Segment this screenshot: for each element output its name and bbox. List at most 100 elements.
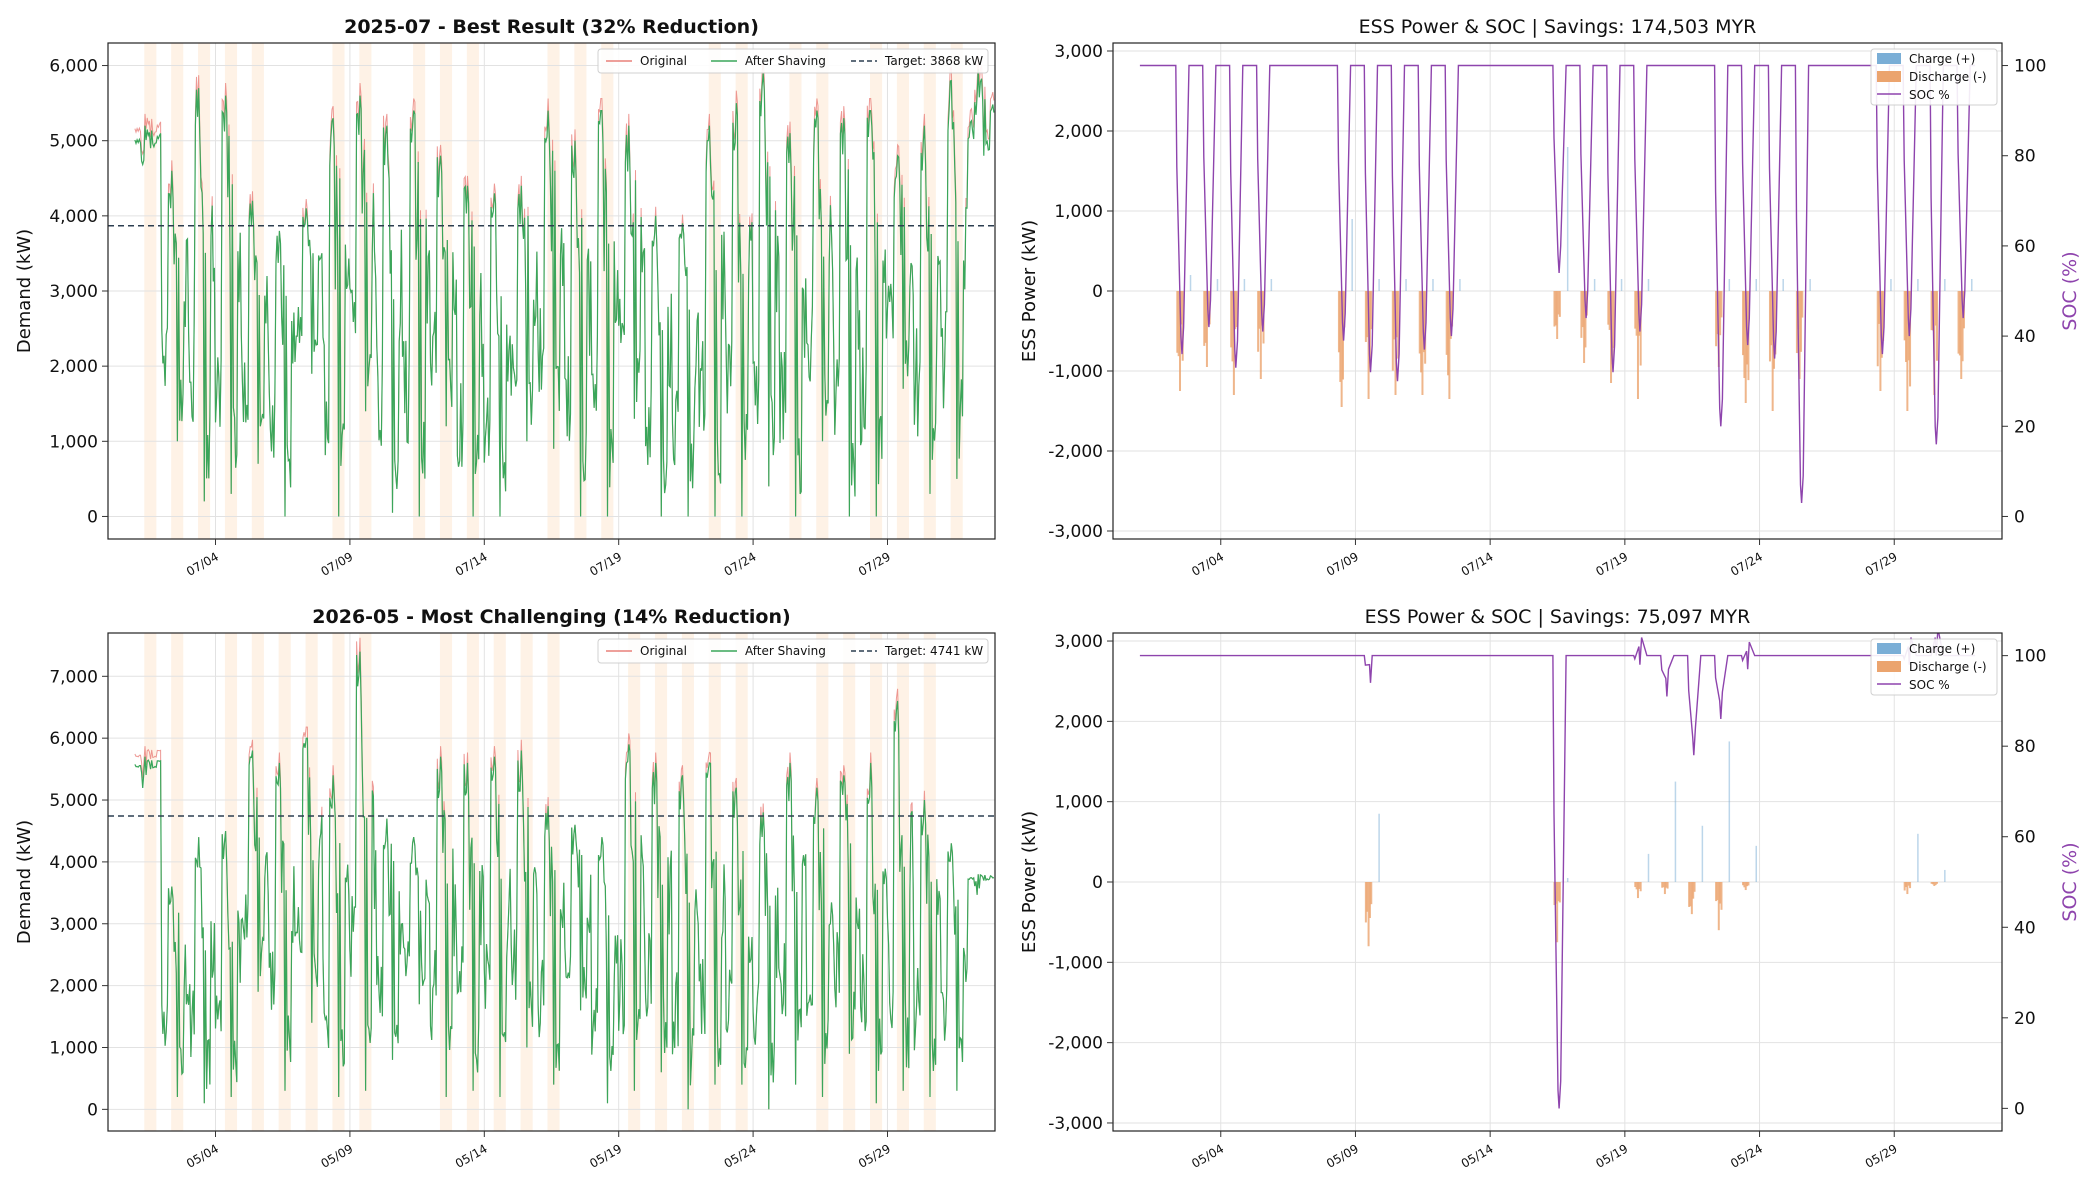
discharge-bar [1634, 882, 1637, 888]
discharge-bar [1746, 882, 1749, 887]
x-tick-label: 05/04 [1189, 1141, 1226, 1170]
legend-box [1870, 638, 1998, 696]
soc-line [1139, 64, 1976, 503]
discharge-bar [1934, 882, 1937, 886]
x-tick-label: 05/09 [1324, 1141, 1361, 1170]
discharge-bar [1636, 291, 1639, 399]
y-right-tick-label: 40 [2014, 327, 2036, 347]
discharge-bar [1639, 882, 1642, 892]
x-tick-label: 07/09 [1324, 549, 1361, 578]
x-tick-label: 05/24 [1728, 1141, 1765, 1170]
legend-box [597, 638, 989, 664]
y-tick-label: 5,000 [49, 791, 98, 811]
charge-bar [1917, 279, 1919, 291]
y-right-axis-label: SOC (%) [2059, 842, 2081, 921]
discharge-bar [1798, 291, 1801, 379]
discharge-bar [1445, 291, 1448, 355]
discharge-bar [1257, 291, 1260, 352]
discharge-bar [1930, 291, 1933, 331]
peak-period-band [816, 633, 829, 1131]
legend-charge-label: Charge (+) [1909, 52, 1975, 66]
discharge-bar [1418, 291, 1421, 354]
plot-frame [107, 632, 996, 1132]
discharge-bar [1795, 291, 1798, 354]
plot-area [108, 43, 995, 539]
charge-bar [1755, 845, 1758, 882]
discharge-bar [1364, 882, 1367, 923]
legend-soc-label: SOC % [1909, 88, 1950, 102]
discharge-bar [1742, 882, 1745, 886]
discharge-bar [1743, 882, 1746, 888]
y-tick-label: -3,000 [1048, 1114, 1103, 1134]
discharge-bar [1715, 882, 1718, 902]
charge-bar [1378, 813, 1380, 882]
legend-charge-label: Charge (+) [1909, 642, 1975, 656]
charge-bar [1566, 147, 1569, 291]
discharge-bar [1715, 291, 1718, 347]
discharge-bar [1878, 291, 1881, 324]
chart-title: 2025-07 - Best Result (32% Reduction) [344, 16, 759, 38]
discharge-bar [1774, 291, 1777, 355]
legend: Original After Shaving Target: 4741 kW [597, 638, 989, 664]
x-tick-label: 05/29 [856, 1141, 893, 1170]
legend-discharge-label: Discharge (-) [1909, 660, 1987, 674]
legend: Charge (+) Discharge (-) SOC % [1870, 48, 1998, 106]
y-right-tick-label: 40 [2014, 918, 2036, 938]
legend-discharge-swatch [1877, 71, 1901, 82]
y-right-axis-label: SOC (%) [2059, 251, 2081, 330]
discharge-bar [1608, 291, 1611, 330]
discharge-bar [1447, 291, 1450, 376]
discharge-bar [1448, 291, 1451, 399]
discharge-bar [1930, 882, 1933, 884]
discharge-bar [1231, 291, 1234, 362]
y-tick-label: 0 [87, 507, 98, 527]
y-tick-label: 3,000 [49, 282, 98, 302]
discharge-bar [1584, 291, 1587, 348]
y-right-tick-label: 80 [2014, 147, 2036, 167]
discharge-bar [1747, 882, 1750, 886]
discharge-bar [1720, 882, 1723, 910]
y-tick-label: 6,000 [49, 729, 98, 749]
legend-discharge-swatch [1877, 661, 1901, 672]
peak-period-band [870, 633, 883, 1131]
discharge-bar [1337, 291, 1340, 353]
legend-original-label: Original [640, 54, 687, 68]
discharge-bar [1876, 291, 1879, 367]
discharge-bar [1580, 291, 1583, 338]
x-tick-label: 07/24 [1728, 549, 1765, 578]
charge-bar [1566, 877, 1569, 882]
peak-period-band [305, 633, 318, 1131]
soc-line [1139, 633, 1976, 1109]
discharge-bar [1556, 291, 1559, 339]
peak-period-band [735, 633, 748, 1131]
peak-period-band [144, 633, 157, 1131]
y-right-tick-label: 100 [2014, 57, 2046, 77]
peak-period-band [439, 633, 453, 1131]
x-tick-label: 05/14 [1459, 1141, 1496, 1170]
charge-bar [1890, 279, 1892, 291]
charge-bar [1243, 279, 1246, 291]
discharge-bar [1395, 291, 1398, 338]
discharge-bar [1607, 291, 1610, 325]
y-tick-label: 2,000 [1054, 122, 1103, 142]
charge-bar [1701, 825, 1704, 882]
y-right-tick-label: 60 [2014, 237, 2036, 257]
x-tick-label: 07/14 [1459, 549, 1496, 578]
chart-panel-1: 0 1,000 2,000 3,000 4,000 5,000 6,000 07/04 07/0… [14, 16, 996, 579]
discharge-bar [1688, 882, 1691, 907]
y-right-tick-label: 100 [2014, 647, 2046, 667]
discharge-bar [1717, 882, 1720, 931]
discharge-bar [1661, 882, 1664, 888]
y-axis-label: ESS Power (kW) [1019, 811, 1040, 953]
discharge-bar [1907, 882, 1910, 886]
discharge-bar [1665, 882, 1668, 888]
discharge-bar [1339, 291, 1342, 382]
plot-area [108, 633, 995, 1131]
discharge-bar [1880, 291, 1883, 358]
discharge-bar [1235, 291, 1238, 328]
charge-bar [1351, 219, 1353, 291]
discharge-bar [1611, 291, 1614, 365]
discharge-bar [1909, 882, 1912, 889]
chart-panel-3: 0 1,000 2,000 3,000 4,000 5,000 6,000 7,000 05/0… [14, 606, 996, 1171]
